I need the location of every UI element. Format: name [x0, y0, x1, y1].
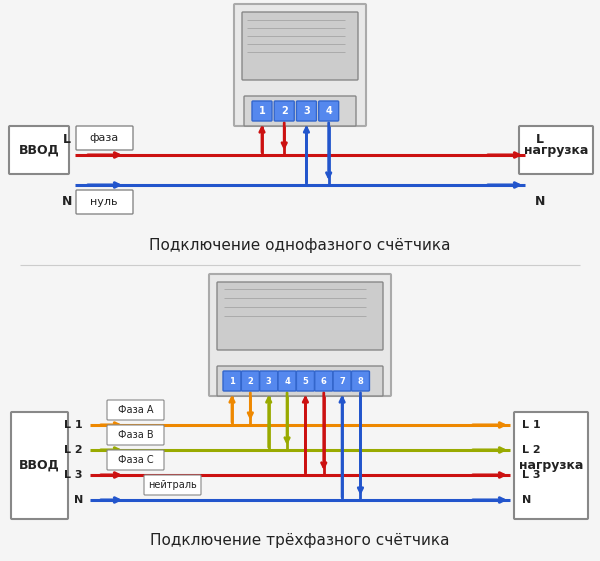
FancyBboxPatch shape	[217, 282, 383, 350]
Text: L: L	[536, 132, 544, 145]
FancyBboxPatch shape	[144, 475, 201, 495]
FancyBboxPatch shape	[278, 371, 296, 391]
FancyBboxPatch shape	[296, 101, 316, 121]
Text: 2: 2	[281, 106, 287, 116]
Text: L 3: L 3	[522, 470, 541, 480]
FancyBboxPatch shape	[252, 101, 272, 121]
Text: 7: 7	[339, 376, 345, 385]
Text: ВВОД: ВВОД	[19, 459, 60, 472]
FancyBboxPatch shape	[107, 450, 164, 470]
FancyBboxPatch shape	[242, 12, 358, 80]
Text: нуль: нуль	[90, 197, 118, 207]
FancyBboxPatch shape	[296, 371, 314, 391]
FancyBboxPatch shape	[319, 101, 338, 121]
Text: Подключение однофазного счётчика: Подключение однофазного счётчика	[149, 237, 451, 252]
FancyBboxPatch shape	[244, 96, 356, 126]
FancyBboxPatch shape	[274, 101, 294, 121]
Text: фаза: фаза	[89, 133, 119, 143]
Text: L 3: L 3	[65, 470, 83, 480]
FancyBboxPatch shape	[260, 371, 278, 391]
FancyBboxPatch shape	[217, 366, 383, 396]
FancyBboxPatch shape	[223, 371, 241, 391]
Text: L 2: L 2	[522, 445, 541, 455]
Text: N: N	[522, 495, 531, 505]
FancyBboxPatch shape	[11, 412, 68, 519]
Text: N: N	[62, 195, 72, 208]
FancyBboxPatch shape	[352, 371, 370, 391]
Text: нагрузка: нагрузка	[519, 459, 583, 472]
Text: 4: 4	[325, 106, 332, 116]
FancyBboxPatch shape	[209, 274, 391, 396]
FancyBboxPatch shape	[9, 126, 69, 174]
Text: Подключение трёхфазного счётчика: Подключение трёхфазного счётчика	[150, 532, 450, 548]
Text: ВВОД: ВВОД	[19, 144, 59, 157]
Text: 8: 8	[358, 376, 364, 385]
Text: N: N	[535, 195, 545, 208]
Text: нейтраль: нейтраль	[148, 480, 197, 490]
Text: 6: 6	[321, 376, 327, 385]
Text: Фаза С: Фаза С	[118, 455, 154, 465]
Text: 4: 4	[284, 376, 290, 385]
Text: L 1: L 1	[64, 420, 83, 430]
FancyBboxPatch shape	[241, 371, 259, 391]
Text: 3: 3	[266, 376, 272, 385]
Text: L 2: L 2	[64, 445, 83, 455]
FancyBboxPatch shape	[514, 412, 588, 519]
Text: нагрузка: нагрузка	[524, 144, 588, 157]
Text: Фаза A: Фаза A	[118, 405, 153, 415]
Text: 5: 5	[302, 376, 308, 385]
FancyBboxPatch shape	[315, 371, 333, 391]
Text: L 1: L 1	[522, 420, 541, 430]
Text: 1: 1	[229, 376, 235, 385]
Text: L: L	[63, 132, 71, 145]
FancyBboxPatch shape	[107, 400, 164, 420]
Text: 1: 1	[259, 106, 265, 116]
FancyBboxPatch shape	[76, 190, 133, 214]
FancyBboxPatch shape	[107, 425, 164, 445]
FancyBboxPatch shape	[234, 4, 366, 126]
Text: N: N	[74, 495, 83, 505]
FancyBboxPatch shape	[76, 126, 133, 150]
Text: 3: 3	[303, 106, 310, 116]
Text: Фаза B: Фаза B	[118, 430, 154, 440]
FancyBboxPatch shape	[333, 371, 351, 391]
Text: 2: 2	[247, 376, 253, 385]
FancyBboxPatch shape	[519, 126, 593, 174]
